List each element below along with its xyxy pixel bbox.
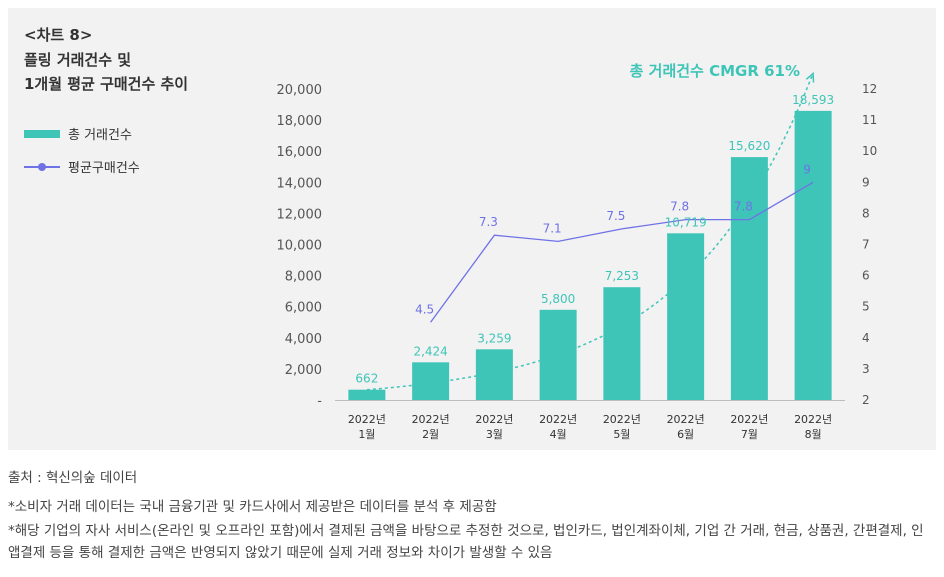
legend-line-item: 평균구매건수 <box>24 157 140 176</box>
right-axis-tick-label: 9 <box>862 175 870 189</box>
line-data-label: 4.5 <box>415 302 434 316</box>
chart-title-line1: 플링 거래건수 및 <box>24 51 132 69</box>
x-tick-label-month: 6월 <box>677 428 694 441</box>
note-2: *해당 기업의 자사 서비스(온라인 및 오프라인 포함)에서 결제된 금액을 … <box>8 523 924 561</box>
left-axis-tick-label: 12,000 <box>277 207 323 222</box>
left-axis-tick-label: 18,000 <box>277 114 323 129</box>
legend-line-swatch <box>24 162 60 171</box>
right-axis-tick-label: 5 <box>862 300 870 314</box>
line-data-label: 7.5 <box>606 209 625 223</box>
line-avg-purchases <box>430 181 814 323</box>
bar-data-label: 7,253 <box>605 269 639 283</box>
left-axis-tick-label: 10,000 <box>277 239 323 254</box>
bar-data-label: 662 <box>355 372 378 386</box>
x-tick-label-year: 2022년 <box>794 413 832 426</box>
bar-total-transactions <box>603 287 641 400</box>
right-axis-tick-label: 4 <box>862 331 870 345</box>
right-axis-tick-label: 10 <box>862 144 877 158</box>
bar-total-transactions <box>348 389 386 400</box>
left-axis-tick-label: 4,000 <box>285 332 322 347</box>
line-data-label: 7.1 <box>543 221 562 235</box>
x-tick-label-year: 2022년 <box>348 413 386 426</box>
line-data-label: 9 <box>803 162 811 176</box>
bar-data-label: 5,800 <box>541 292 575 306</box>
bar-data-label: 10,719 <box>665 215 707 229</box>
note-1: *소비자 거래 데이터는 국내 금융기관 및 카드사에서 제공받은 데이터를 분… <box>8 499 497 515</box>
chart-title: 플링 거래건수 및 1개월 평균 구매건수 추이 <box>24 48 188 96</box>
x-tick-label-year: 2022년 <box>475 413 513 426</box>
x-tick-label-month: 2월 <box>422 428 439 441</box>
x-tick-label-year: 2022년 <box>603 413 641 426</box>
line-data-label: 7.8 <box>734 200 753 214</box>
trend-curve <box>366 73 814 391</box>
x-tick-label-month: 3월 <box>486 428 503 441</box>
left-axis-tick-label: - <box>317 394 322 409</box>
x-tick-label-month: 1월 <box>358 428 375 441</box>
x-tick-label-month: 7월 <box>741 428 758 441</box>
right-axis-tick-label: 8 <box>862 206 870 220</box>
bar-total-transactions <box>730 157 768 400</box>
chart-panel <box>8 8 936 450</box>
x-tick-label-year: 2022년 <box>539 413 577 426</box>
x-tick-label-month: 5월 <box>613 428 630 441</box>
x-tick-label-year: 2022년 <box>412 413 450 426</box>
bar-data-label: 3,259 <box>477 331 511 345</box>
left-axis-tick-label: 8,000 <box>285 270 322 285</box>
right-axis-tick-label: 2 <box>862 393 870 407</box>
right-axis-tick-label: 12 <box>862 82 877 96</box>
legend-line-label: 평균구매건수 <box>68 161 140 176</box>
line-data-label: 7.3 <box>479 215 498 229</box>
trend-label: 총 거래건수 CMGR 61% <box>630 62 800 80</box>
left-axis-tick-label: 14,000 <box>277 176 323 191</box>
left-axis-tick-label: 6,000 <box>285 301 322 316</box>
chart-number: <차트 8> <box>24 26 93 44</box>
bar-total-transactions <box>412 362 450 400</box>
left-axis-tick-label: 20,000 <box>277 83 323 98</box>
bar-total-transactions <box>794 110 832 401</box>
bar-data-label: 18,593 <box>792 93 834 107</box>
right-axis-tick-label: 6 <box>862 269 870 283</box>
right-axis-tick-label: 11 <box>862 113 877 127</box>
x-tick-label-month: 8월 <box>805 428 822 441</box>
legend-bar-label: 총 거래건수 <box>68 128 132 143</box>
x-tick-label-year: 2022년 <box>667 413 705 426</box>
trend-arrowhead <box>805 71 815 83</box>
right-axis-tick-label: 3 <box>862 362 870 376</box>
legend-bar-item: 총 거래건수 <box>24 124 132 143</box>
x-tick-label-year: 2022년 <box>730 413 768 426</box>
chart-title-line2: 1개월 평균 구매건수 추이 <box>24 75 189 93</box>
left-axis-tick-label: 16,000 <box>277 145 323 160</box>
bar-data-label: 15,620 <box>728 139 770 153</box>
legend-bar-swatch <box>24 129 60 138</box>
source-text: 출처 : 혁신의숲 데이터 <box>8 470 138 486</box>
line-data-label: 7.8 <box>670 200 689 214</box>
right-axis-tick-label: 7 <box>862 238 870 252</box>
bar-data-label: 2,424 <box>413 344 447 358</box>
left-axis-tick-label: 2,000 <box>285 363 322 378</box>
x-tick-label-month: 4월 <box>550 428 567 441</box>
bar-total-transactions <box>667 233 705 400</box>
